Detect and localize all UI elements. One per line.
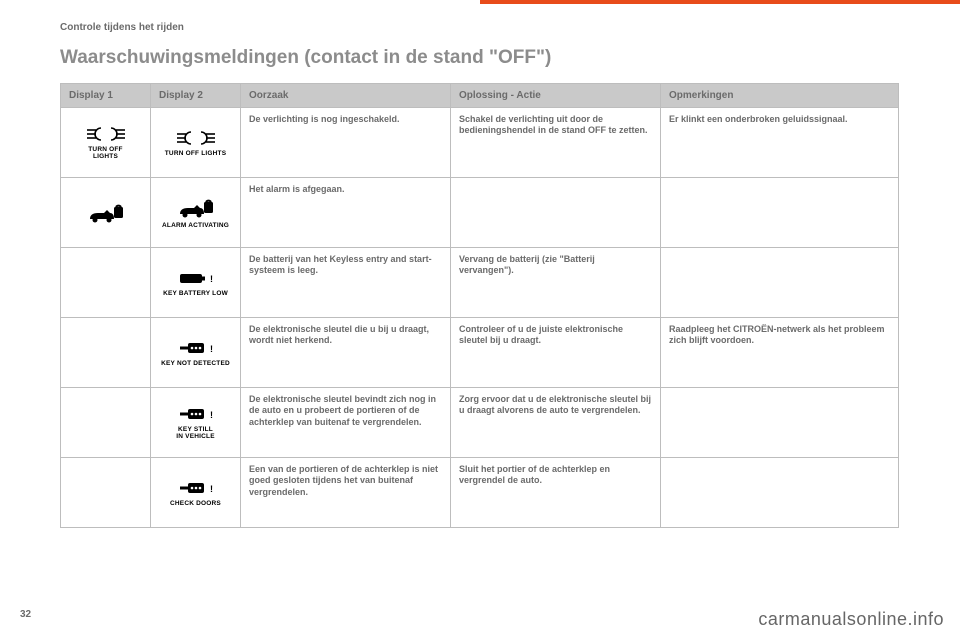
col-remarks: Opmerkingen bbox=[661, 84, 899, 108]
cell-cause: De verlichting is nog ingeschakeld. bbox=[241, 108, 451, 178]
col-cause: Oorzaak bbox=[241, 84, 451, 108]
accent-bar bbox=[480, 0, 960, 4]
icon-label: KEY BATTERY LOW bbox=[163, 291, 228, 298]
key-fob-icon: ! bbox=[176, 404, 216, 424]
cell-cause: De batterij van het Keyless entry and st… bbox=[241, 248, 451, 318]
lights-icon bbox=[174, 128, 218, 148]
cell-display2: ! KEY STILLIN VEHICLE bbox=[151, 388, 241, 458]
cell-display2: ! CHECK DOORS bbox=[151, 458, 241, 528]
key-fob-icon: ! bbox=[176, 478, 216, 498]
page-title: Waarschuwingsmeldingen (contact in de st… bbox=[60, 47, 900, 69]
col-display1: Display 1 bbox=[61, 84, 151, 108]
cell-cause: Het alarm is afgegaan. bbox=[241, 178, 451, 248]
cell-cause: Een van de portieren of de achterklep is… bbox=[241, 458, 451, 528]
cell-solution: Controleer of u de juiste elektronische … bbox=[451, 318, 661, 388]
cell-display1 bbox=[61, 458, 151, 528]
icon-label: TURN OFF LIGHTS bbox=[165, 151, 227, 158]
page-number: 32 bbox=[20, 609, 31, 620]
warnings-table: Display 1 Display 2 Oorzaak Oplossing - … bbox=[60, 83, 899, 528]
cell-remarks bbox=[661, 178, 899, 248]
table-header-row: Display 1 Display 2 Oorzaak Oplossing - … bbox=[61, 84, 899, 108]
cell-display1 bbox=[61, 248, 151, 318]
icon-label: KEY STILLIN VEHICLE bbox=[176, 427, 214, 441]
table-row: TURN OFFLIGHTS TURN OFF LIGHTS De verlicht… bbox=[61, 108, 899, 178]
cell-display2: ! KEY BATTERY LOW bbox=[151, 248, 241, 318]
cell-remarks bbox=[661, 388, 899, 458]
cell-solution: Sluit het portier of de achterklep en ve… bbox=[451, 458, 661, 528]
cell-display1 bbox=[61, 388, 151, 458]
table-row: ! KEY STILLIN VEHICLE De elektronische sle… bbox=[61, 388, 899, 458]
table-row: ! CHECK DOORS Een van de portieren of de a… bbox=[61, 458, 899, 528]
cell-solution: Zorg ervoor dat u de elektronische sleut… bbox=[451, 388, 661, 458]
cell-display2: ALARM ACTIVATING bbox=[151, 178, 241, 248]
icon-label: CHECK DOORS bbox=[170, 501, 221, 508]
key-battery-icon: ! bbox=[176, 268, 216, 288]
col-display2: Display 2 bbox=[151, 84, 241, 108]
cell-remarks: Er klinkt een onderbroken geluidssignaal… bbox=[661, 108, 899, 178]
col-solution: Oplossing - Actie bbox=[451, 84, 661, 108]
cell-remarks: Raadpleeg het CITROËN-netwerk als het pr… bbox=[661, 318, 899, 388]
table-row: ! KEY NOT DETECTED De elektronische sleute… bbox=[61, 318, 899, 388]
icon-label: KEY NOT DETECTED bbox=[161, 361, 230, 368]
cell-cause: De elektronische sleutel bevindt zich no… bbox=[241, 388, 451, 458]
page: Controle tijdens het rijden Waarschuwing… bbox=[0, 0, 960, 640]
cell-cause: De elektronische sleutel die u bij u dra… bbox=[241, 318, 451, 388]
svg-text:!: ! bbox=[210, 484, 213, 494]
watermark: carmanualsonline.info bbox=[758, 609, 944, 630]
svg-text:!: ! bbox=[210, 344, 213, 354]
alarm-icon bbox=[84, 201, 128, 225]
alarm-icon bbox=[174, 196, 218, 220]
icon-label: ALARM ACTIVATING bbox=[162, 223, 229, 230]
cell-display2: ! KEY NOT DETECTED bbox=[151, 318, 241, 388]
table-row: ALARM ACTIVATING Het alarm is afgegaan. bbox=[61, 178, 899, 248]
key-fob-icon: ! bbox=[176, 338, 216, 358]
cell-solution: Schakel de verlichting uit door de bedie… bbox=[451, 108, 661, 178]
cell-display2: TURN OFF LIGHTS bbox=[151, 108, 241, 178]
cell-display1 bbox=[61, 318, 151, 388]
cell-solution: Vervang de batterij (zie "Batterij verva… bbox=[451, 248, 661, 318]
lights-icon bbox=[84, 124, 128, 144]
cell-remarks bbox=[661, 248, 899, 318]
cell-display1: TURN OFFLIGHTS bbox=[61, 108, 151, 178]
cell-remarks bbox=[661, 458, 899, 528]
svg-text:!: ! bbox=[210, 274, 213, 284]
section-label: Controle tijdens het rijden bbox=[60, 22, 900, 33]
icon-label: TURN OFFLIGHTS bbox=[88, 147, 122, 161]
svg-text:!: ! bbox=[210, 410, 213, 420]
cell-solution bbox=[451, 178, 661, 248]
cell-display1 bbox=[61, 178, 151, 248]
table-row: ! KEY BATTERY LOW De batterij van het Keyl… bbox=[61, 248, 899, 318]
